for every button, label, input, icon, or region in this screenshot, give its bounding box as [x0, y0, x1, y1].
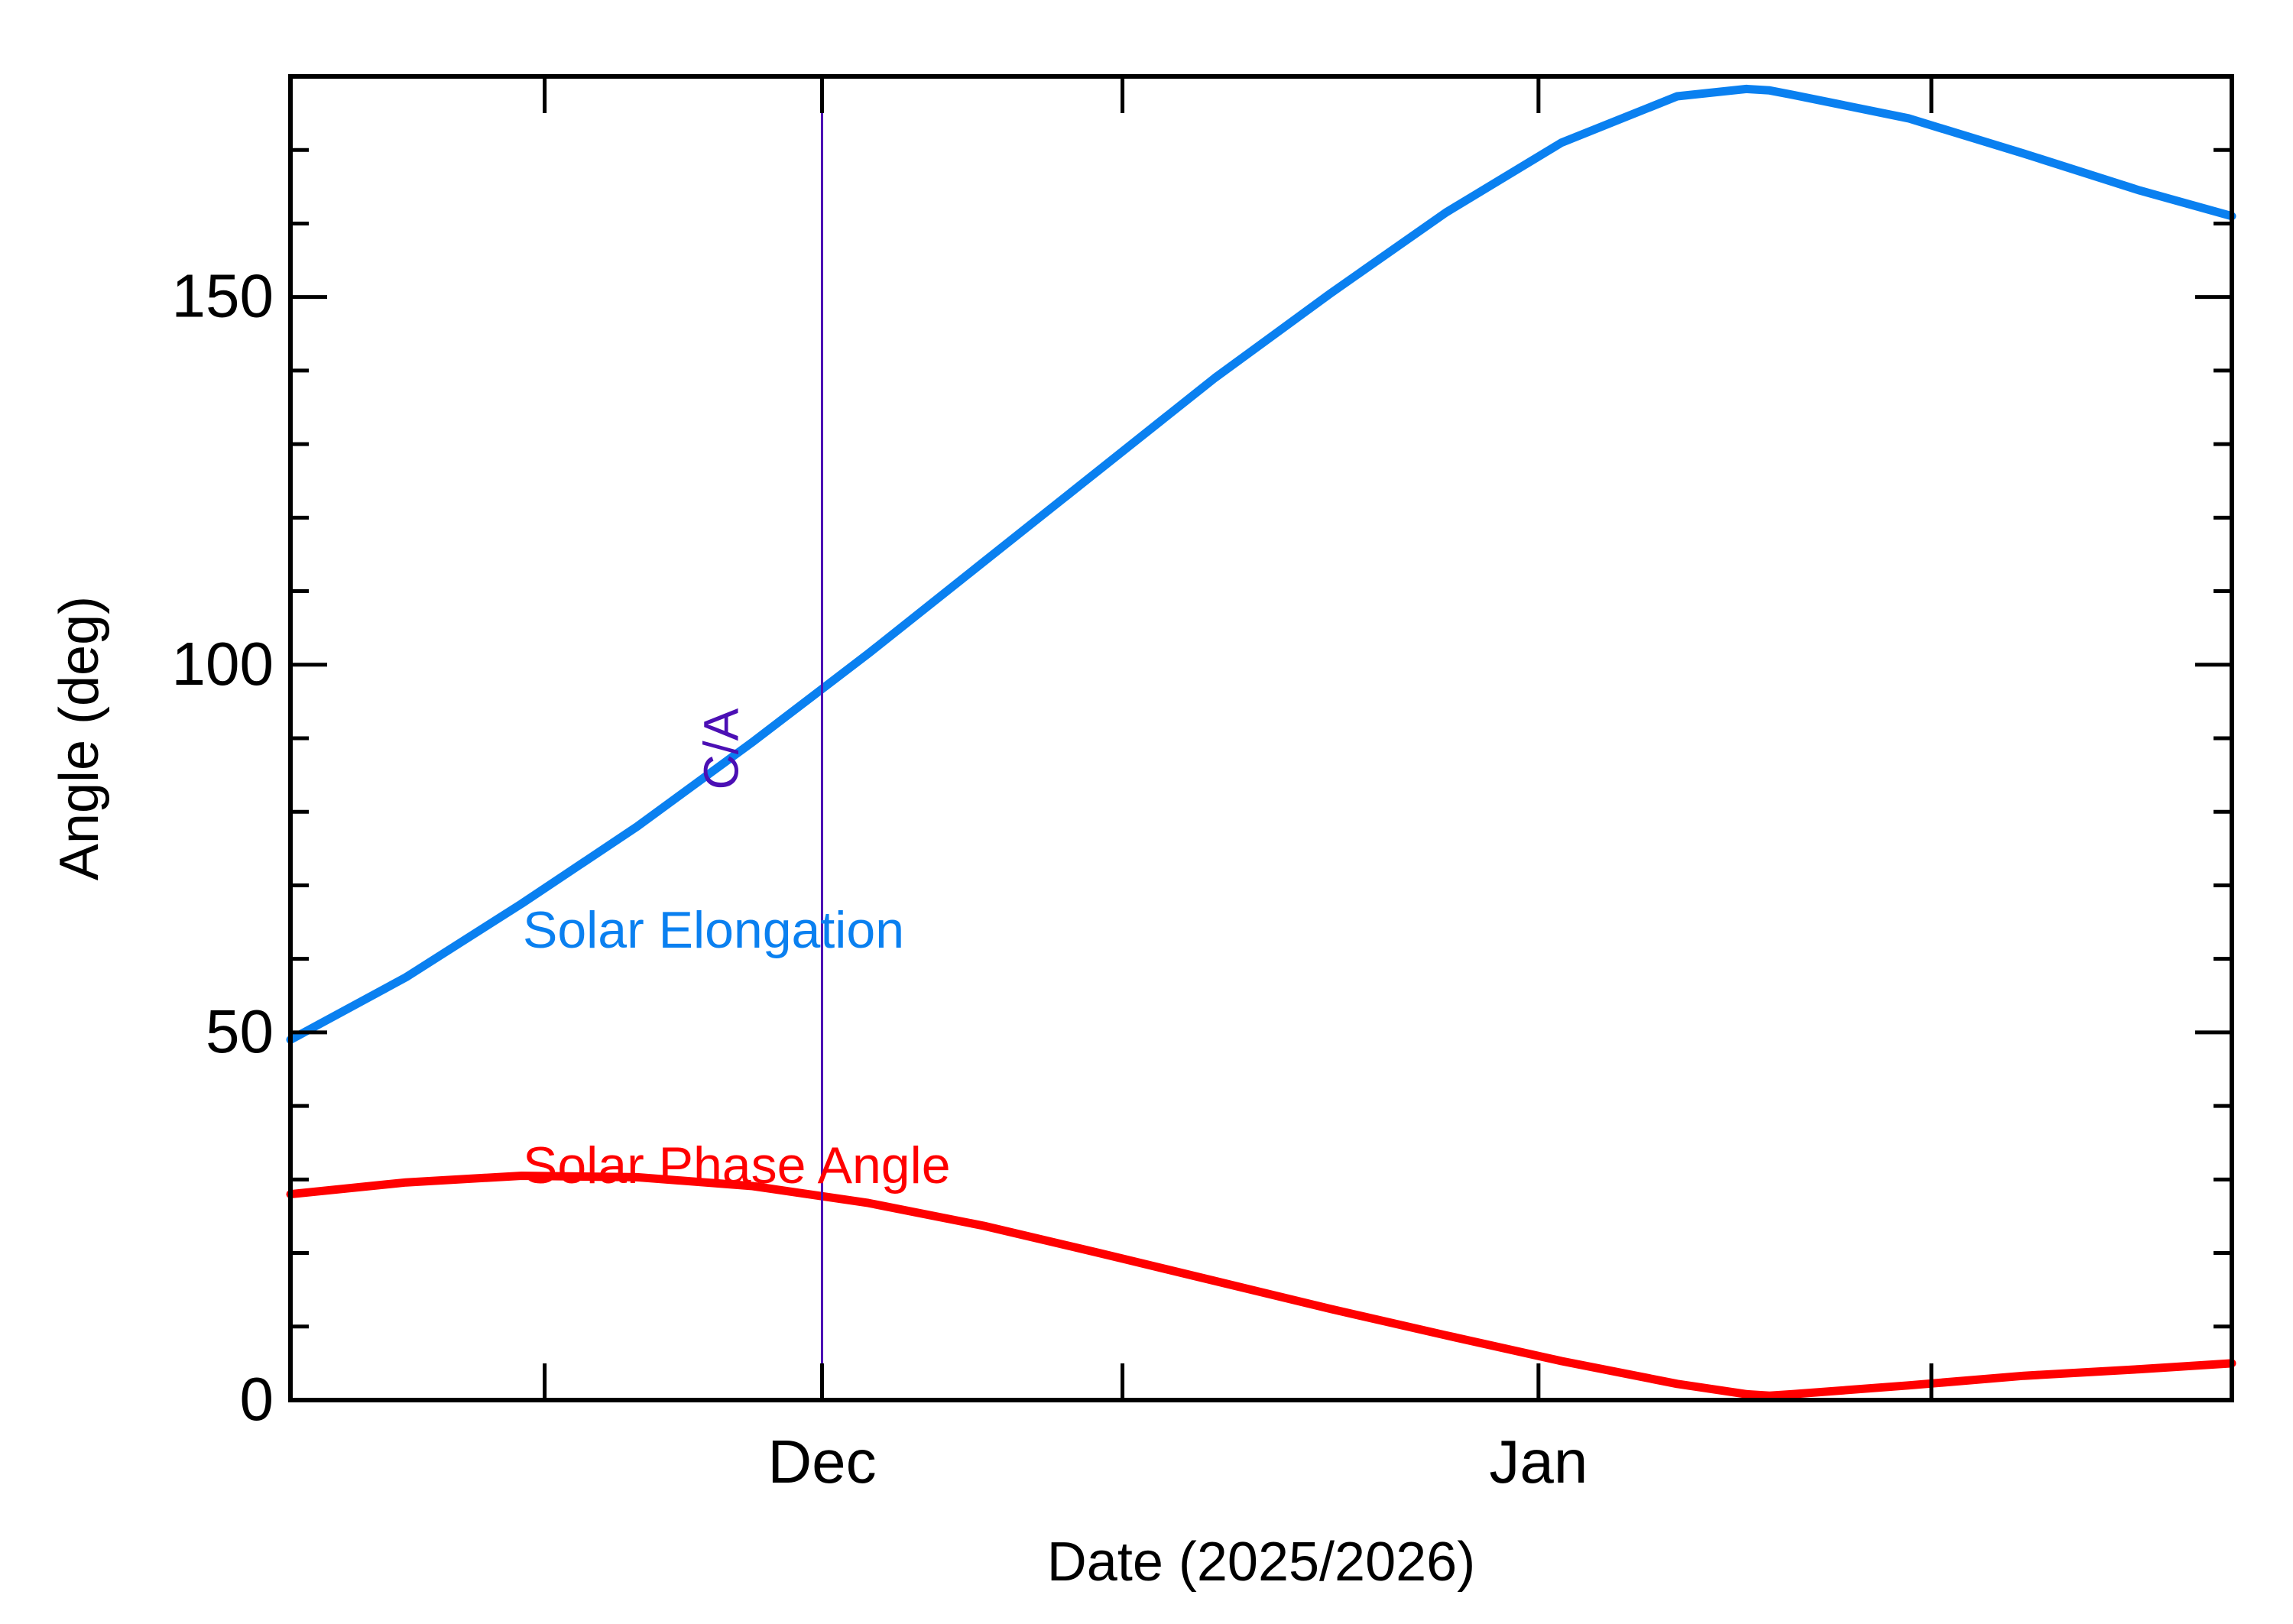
- y-axis-label: Angle (deg): [49, 596, 110, 880]
- series-line-solar-phase-angle: [286, 1172, 2236, 1400]
- tick-labels: 0 50 100 150 Dec Jan: [172, 262, 1588, 1496]
- plot-frame: [288, 74, 2234, 1402]
- closest-approach-layer: C/A: [693, 76, 823, 1400]
- x-tick-label: Jan: [1489, 1428, 1588, 1496]
- series-layer: [286, 84, 2236, 1400]
- y-tick-label: 50: [206, 997, 274, 1065]
- series-line-solar-elongation: [286, 84, 2236, 1044]
- x-tick-label: Dec: [767, 1428, 876, 1496]
- y-tick-label: 100: [172, 630, 274, 698]
- closest-approach-label: C/A: [693, 708, 748, 789]
- y-tick-label: 150: [172, 262, 274, 330]
- series-label-solar-phase-angle: Solar Phase Angle: [523, 1136, 951, 1194]
- tick-marks: [290, 74, 2232, 1402]
- x-axis-label: Date (2025/2026): [1047, 1532, 1475, 1593]
- y-tick-label: 0: [240, 1365, 274, 1433]
- series-label-solar-elongation: Solar Elongation: [523, 901, 904, 959]
